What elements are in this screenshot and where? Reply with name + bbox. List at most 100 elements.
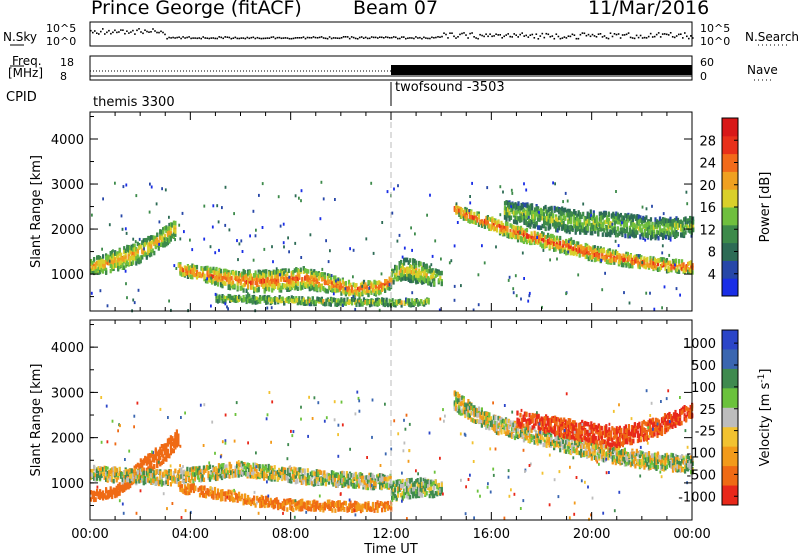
data-cell bbox=[470, 218, 473, 224]
data-cell bbox=[611, 249, 614, 254]
data-cell bbox=[571, 225, 574, 231]
data-cell bbox=[552, 218, 555, 223]
noise-cell bbox=[522, 213, 525, 217]
data-cell bbox=[536, 240, 539, 245]
data-cell bbox=[606, 225, 609, 230]
data-cell bbox=[322, 301, 325, 306]
data-cell bbox=[232, 271, 235, 276]
data-cell bbox=[287, 299, 290, 304]
data-cell bbox=[295, 267, 298, 272]
data-cell bbox=[544, 216, 547, 221]
noise-cell bbox=[614, 239, 617, 243]
data-cell bbox=[422, 262, 425, 268]
data-cell bbox=[394, 274, 397, 280]
data-cell bbox=[643, 264, 646, 269]
data-cell bbox=[344, 301, 347, 306]
data-cell bbox=[400, 303, 403, 308]
data-cell bbox=[172, 225, 175, 230]
data-cell bbox=[218, 272, 221, 277]
data-cell bbox=[190, 475, 193, 481]
data-cell bbox=[633, 223, 636, 228]
data-cell bbox=[374, 291, 378, 296]
data-cell bbox=[266, 285, 269, 291]
data-cell bbox=[431, 272, 434, 277]
data-cell bbox=[640, 219, 643, 224]
data-cell bbox=[440, 281, 443, 286]
data-cell bbox=[407, 277, 410, 282]
data-cell bbox=[563, 249, 566, 255]
noise-cell bbox=[372, 251, 375, 255]
data-cell bbox=[111, 264, 114, 269]
data-cell bbox=[370, 284, 373, 289]
data-cell bbox=[304, 299, 307, 305]
data-cell bbox=[666, 229, 669, 234]
data-cell bbox=[398, 264, 401, 270]
data-cell bbox=[343, 500, 346, 506]
noise-cell bbox=[471, 181, 473, 185]
data-cell bbox=[118, 264, 121, 270]
data-cell bbox=[624, 213, 627, 218]
data-cell bbox=[631, 257, 634, 263]
data-cell bbox=[634, 233, 637, 238]
data-cell bbox=[359, 298, 363, 304]
data-cell bbox=[464, 209, 467, 214]
data-cell bbox=[139, 463, 142, 468]
data-cell bbox=[210, 268, 214, 273]
data-cell bbox=[657, 230, 660, 235]
data-cell bbox=[617, 259, 620, 265]
data-cell bbox=[307, 296, 310, 301]
noise-cell bbox=[523, 277, 525, 280]
data-cell bbox=[424, 270, 427, 276]
data-cell bbox=[585, 216, 588, 221]
data-cell bbox=[272, 283, 275, 289]
data-cell bbox=[332, 283, 335, 288]
data-cell bbox=[123, 249, 126, 255]
data-cell bbox=[215, 273, 218, 279]
data-cell bbox=[668, 267, 672, 272]
data-cell bbox=[663, 231, 666, 236]
data-cell bbox=[565, 209, 568, 214]
data-cell bbox=[219, 489, 223, 494]
data-cell bbox=[313, 499, 316, 504]
data-cell bbox=[280, 503, 283, 509]
data-cell bbox=[251, 279, 254, 284]
noise-cell bbox=[155, 202, 158, 206]
data-cell bbox=[440, 279, 443, 284]
noise-cell bbox=[298, 196, 300, 200]
data-cell bbox=[670, 230, 674, 235]
data-cell bbox=[319, 502, 322, 508]
data-cell bbox=[280, 277, 283, 282]
noise-cell bbox=[124, 269, 127, 273]
data-cell bbox=[263, 289, 266, 294]
data-cell bbox=[163, 226, 166, 231]
data-cell bbox=[550, 205, 553, 211]
data-cell bbox=[350, 285, 354, 290]
data-cell bbox=[160, 452, 163, 457]
data-cell bbox=[356, 290, 360, 295]
data-cell bbox=[238, 294, 241, 300]
data-cell bbox=[359, 508, 363, 514]
data-cell bbox=[516, 230, 520, 236]
data-cell bbox=[239, 281, 242, 286]
data-cell bbox=[596, 255, 599, 261]
data-cell bbox=[260, 296, 263, 302]
data-cell bbox=[97, 255, 100, 260]
data-cell bbox=[198, 470, 201, 475]
data-cell bbox=[635, 259, 638, 264]
data-cell bbox=[653, 257, 657, 263]
data-cell bbox=[115, 489, 118, 494]
data-cell bbox=[539, 242, 542, 247]
data-cell bbox=[229, 296, 232, 301]
data-cell bbox=[299, 267, 302, 272]
data-cell bbox=[180, 269, 183, 275]
data-cell bbox=[341, 299, 344, 304]
data-cell bbox=[370, 298, 373, 303]
data-cell bbox=[186, 490, 189, 496]
data-cell bbox=[551, 233, 554, 239]
data-cell bbox=[379, 501, 382, 506]
data-cell bbox=[598, 211, 601, 217]
data-cell bbox=[286, 296, 289, 302]
data-cell bbox=[518, 205, 522, 211]
data-cell bbox=[553, 206, 556, 211]
noise-cell bbox=[211, 225, 214, 229]
